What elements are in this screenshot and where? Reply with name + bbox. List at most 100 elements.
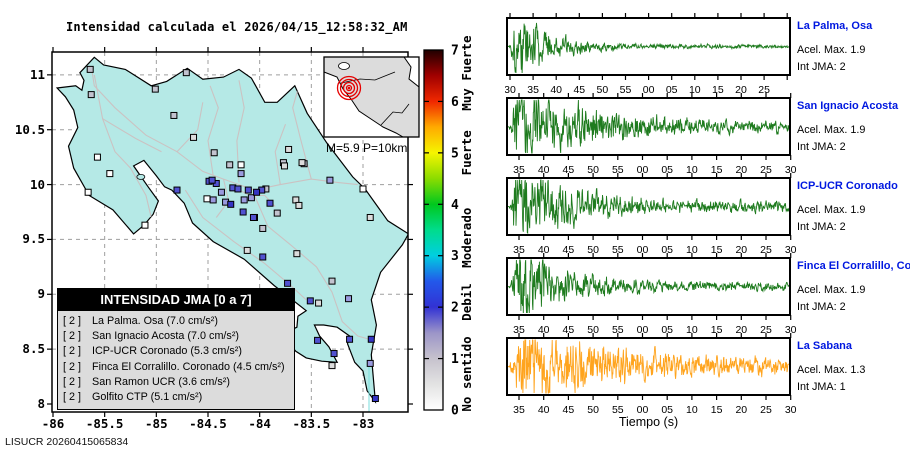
waveform-tick-label: 05 — [666, 84, 678, 96]
waveform-tick-label: 30 — [505, 84, 516, 96]
intensity-jma-label: Int JMA: 2 — [797, 61, 846, 73]
y-axis-tick-label: 8 — [37, 396, 45, 411]
waveform-tick-label: 35 — [513, 404, 525, 416]
waveform-tick-label: 10 — [686, 164, 698, 176]
x-axis-tick-label: -84 — [248, 416, 271, 431]
waveform-tick-label: 20 — [735, 324, 747, 336]
waveform-tick-label: 35 — [527, 84, 539, 96]
colorbar-band-label: Fuerte — [459, 130, 474, 176]
intensity-colorbar: 0 1 2 3 4 5 6 7 No sentido Debil Moderado Fuerte Muy… — [423, 35, 474, 419]
station-name-label: La Sabana — [797, 340, 853, 352]
waveform-tick-label: 25 — [758, 84, 770, 96]
waveform-tick-label: 15 — [712, 84, 724, 96]
waveform-tick-label: 25 — [760, 324, 772, 336]
station-marker — [217, 188, 225, 196]
colorbar-band-label: Debil — [459, 283, 474, 321]
waveform-tick-label: 45 — [563, 164, 575, 176]
waveform-tick-label: 15 — [711, 164, 723, 176]
station-marker — [273, 209, 281, 217]
station-marker — [315, 299, 323, 307]
accel-max-label: Acel. Max. 1.9 — [797, 124, 866, 136]
footer-text: LISUCR 20260415065834 — [5, 436, 129, 448]
station-marker — [190, 133, 198, 141]
waveform-tick-label: 05 — [661, 324, 673, 336]
waveform-frame — [506, 257, 791, 316]
road-line — [176, 102, 204, 153]
waveform-tick-label: 20 — [735, 164, 747, 176]
waveform-trace — [507, 339, 790, 394]
colorbar-tick-label: 4 — [451, 198, 459, 213]
station-marker — [298, 159, 306, 167]
station-marker — [284, 279, 292, 287]
station-marker — [141, 221, 149, 229]
station-marker — [86, 65, 94, 73]
colorbar-tick-label: 0 — [451, 404, 459, 419]
waveform-tick-label: 00 — [637, 244, 649, 256]
epicenter-magnitude-label: M=5.9 P=10km — [326, 141, 408, 155]
intensity-legend-box: INTENSIDAD JMA [0 a 7] [ 2 ] La Palma. O… — [57, 288, 295, 411]
waveform-tick-label: 50 — [587, 404, 599, 416]
waveform-tick-label: 40 — [538, 244, 550, 256]
x-axis-tick-label: -83.5 — [292, 416, 331, 431]
y-axis-tick-label: 10 — [29, 176, 45, 192]
y-axis-tick-label: 11 — [29, 66, 45, 82]
station-marker — [366, 213, 374, 221]
road-line — [102, 118, 162, 153]
legend-entry: [ 2 ] Golfito CTP (5.1 cm/s²) — [63, 391, 203, 404]
road-line — [292, 85, 312, 180]
station-marker — [84, 188, 92, 196]
road-line — [253, 195, 374, 341]
waveform-tick-label: 50 — [587, 324, 599, 336]
station-marker — [314, 336, 322, 344]
x-axis-tick-label: -84.5 — [189, 416, 227, 431]
colorbar-band-label: Muy Fuerte — [459, 35, 474, 111]
station-marker — [182, 69, 190, 77]
waveform-tick-label: 15 — [711, 244, 723, 256]
waveform-trace — [508, 22, 790, 74]
station-marker — [227, 200, 235, 208]
station-marker — [259, 224, 267, 232]
waveform-tick-label: 35 — [513, 244, 525, 256]
station-marker — [295, 201, 303, 209]
station-marker — [210, 149, 218, 157]
y-axis-tick-label: 9.5 — [22, 231, 45, 247]
waveform-tick-label: 00 — [643, 84, 655, 96]
station-marker — [203, 195, 211, 203]
station-marker — [173, 186, 181, 194]
station-marker — [209, 196, 217, 204]
waveform-tick-label: 10 — [686, 404, 698, 416]
seismogram-panel-1: 30 35 40 45 50 55 00 05 10 15 20 25 — [505, 13, 791, 96]
waveform-tick-label: 35 — [513, 324, 525, 336]
road-line — [207, 85, 219, 176]
station-marker — [237, 161, 245, 169]
station-marker — [249, 213, 257, 221]
map-frame — [51, 51, 409, 413]
station-marker — [306, 297, 314, 305]
colorbar-tick-label: 5 — [451, 146, 459, 161]
station-marker — [243, 246, 251, 254]
inset-map — [323, 56, 420, 138]
road-line — [93, 74, 152, 218]
station-marker — [240, 196, 248, 204]
station-marker — [237, 170, 245, 178]
waveform-frame — [506, 177, 791, 236]
station-marker — [359, 185, 367, 193]
accel-max-label: Acel. Max. 1.9 — [797, 284, 866, 296]
waveform-tick-label: 20 — [735, 84, 747, 96]
seismogram-panel-5: 35 40 45 50 55 00 05 10 15 20 25 30 — [506, 333, 797, 416]
costa-rica-intensity-map: 0 1 2 3 4 5 6 7 No sentido Debil Moderado Fuerte Muy… — [47, 35, 474, 419]
seismogram-panel-2: 35 40 45 50 55 00 05 10 15 20 25 30 — [506, 93, 797, 176]
station-marker — [151, 85, 159, 93]
station-marker — [234, 185, 242, 193]
seismogram-panel-3: 35 40 45 50 55 00 05 10 15 20 25 30 — [506, 173, 797, 256]
waveform-tick-label: 55 — [612, 244, 624, 256]
station-marker — [247, 194, 255, 202]
station-marker — [93, 153, 101, 161]
station-marker — [266, 199, 274, 207]
waveform-tick-label: 50 — [587, 164, 599, 176]
waveform-tick-label: 25 — [760, 244, 772, 256]
page-title: Intensidad calculada el 2026/04/15_12:58… — [66, 20, 408, 34]
colorbar-tick-label: 7 — [451, 44, 459, 59]
station-marker — [366, 359, 374, 367]
station-name-label: San Ignacio Acosta — [797, 100, 899, 112]
